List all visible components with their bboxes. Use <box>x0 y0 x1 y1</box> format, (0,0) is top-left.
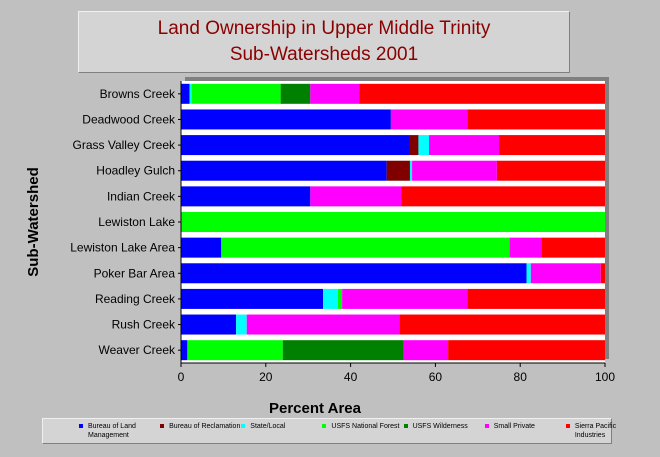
bar-segment <box>359 83 605 104</box>
y-tick-label: Grass Valley Creek <box>73 138 176 152</box>
legend-swatch <box>322 424 327 428</box>
legend-item: Small Private <box>484 422 565 442</box>
legend-label: USFS National Forest <box>331 423 400 430</box>
x-tick-label: 100 <box>595 370 615 384</box>
legend-item: Sierra Pacific Industries <box>565 422 646 442</box>
bar-segment <box>530 263 601 284</box>
bar-segment <box>467 109 605 130</box>
bar-segment <box>448 340 605 361</box>
y-tick-label: Rush Creek <box>112 318 176 332</box>
bar-segment <box>181 263 527 284</box>
chart-subtitle: Sub-Watersheds 2001 <box>229 44 419 65</box>
bar-segment <box>386 160 410 181</box>
legend-item: State/Local <box>241 422 321 442</box>
bar-segment <box>403 340 449 361</box>
bar-segment <box>409 135 419 156</box>
legend-swatch <box>565 424 570 428</box>
legend-swatch <box>79 424 83 428</box>
bar-segment <box>600 263 605 284</box>
bar-segment <box>191 83 281 104</box>
y-tick-label: Lewiston Lake Area <box>70 241 175 255</box>
y-tick-label: Indian Creek <box>107 189 176 203</box>
bar-segment <box>418 135 430 156</box>
bar-segment <box>181 109 391 130</box>
bar-segment <box>399 314 605 335</box>
legend-swatch <box>160 424 165 428</box>
y-axis-title: Sub-Watershed <box>25 167 42 276</box>
bar-segment <box>409 160 413 181</box>
bar-segment <box>429 135 499 156</box>
bar-segment <box>310 186 402 207</box>
bar-segment <box>541 237 605 258</box>
x-tick-label: 80 <box>514 370 528 384</box>
bar-segment <box>323 288 338 309</box>
legend-item: Bureau of Reclamation <box>160 422 240 442</box>
legend-item: USFS Wilderness <box>403 422 484 442</box>
legend-item: USFS National Forest <box>322 422 402 442</box>
y-tick-label: Deadwood Creek <box>82 112 176 126</box>
x-tick-label: 0 <box>178 370 185 384</box>
bar-segment <box>189 83 192 104</box>
chart-title: Land Ownership in Upper Middle Trinity <box>157 18 491 39</box>
bar-segment <box>187 340 283 361</box>
bar-segment <box>401 186 605 207</box>
bar-segment <box>526 263 531 284</box>
bar-segment <box>282 340 404 361</box>
bar-segment <box>181 212 605 232</box>
bar-segment <box>181 186 311 207</box>
legend-swatch <box>484 424 489 428</box>
bar-segment <box>337 288 343 309</box>
bar-segment <box>499 135 605 156</box>
bar-segment <box>181 314 237 335</box>
bar-segment <box>236 314 247 335</box>
legend-item: Bureau of Land Management <box>79 422 159 442</box>
legend-label: Sierra Pacific Industries <box>574 423 617 439</box>
legend-label: Bureau of Reclamation <box>169 423 241 430</box>
bar-segment <box>181 135 410 156</box>
y-tick-label: Hoadley Gulch <box>96 164 175 178</box>
bar-segment <box>342 288 468 309</box>
bar-segment <box>509 237 542 258</box>
bar-segment <box>181 288 324 309</box>
bar-segment <box>310 83 360 104</box>
x-axis-title: Percent Area <box>269 400 362 417</box>
bar-segment <box>390 109 468 130</box>
legend: Bureau of Land Management Bureau of Recla… <box>42 418 616 444</box>
bar-segment <box>467 288 605 309</box>
legend-label: Small Private <box>493 423 535 430</box>
chart-title-box: Land Ownership in Upper Middle Trinity S… <box>78 11 570 73</box>
y-tick-label: Reading Creek <box>95 292 176 306</box>
bar-segment <box>496 160 605 181</box>
bar-segment <box>280 83 311 104</box>
bar-segment <box>181 237 222 258</box>
legend-swatch <box>403 424 408 428</box>
bar-segment <box>221 237 510 258</box>
x-tick-label: 40 <box>344 370 358 384</box>
bar-segment <box>412 160 497 181</box>
legend-label: State/Local <box>250 423 286 430</box>
bar-segment <box>181 340 188 361</box>
x-tick-label: 60 <box>429 370 443 384</box>
y-tick-label: Poker Bar Area <box>94 266 176 280</box>
y-tick-label: Weaver Creek <box>99 343 176 357</box>
legend-label: USFS Wilderness <box>412 423 468 430</box>
bar-segment <box>181 160 387 181</box>
legend-label: Bureau of Land Management <box>88 423 136 439</box>
x-tick-label: 20 <box>259 370 273 384</box>
bar-segment <box>246 314 400 335</box>
bar-segment <box>181 83 190 104</box>
y-tick-label: Browns Creek <box>100 87 176 101</box>
legend-swatch <box>241 424 246 428</box>
y-tick-label: Lewiston Lake <box>98 215 175 229</box>
